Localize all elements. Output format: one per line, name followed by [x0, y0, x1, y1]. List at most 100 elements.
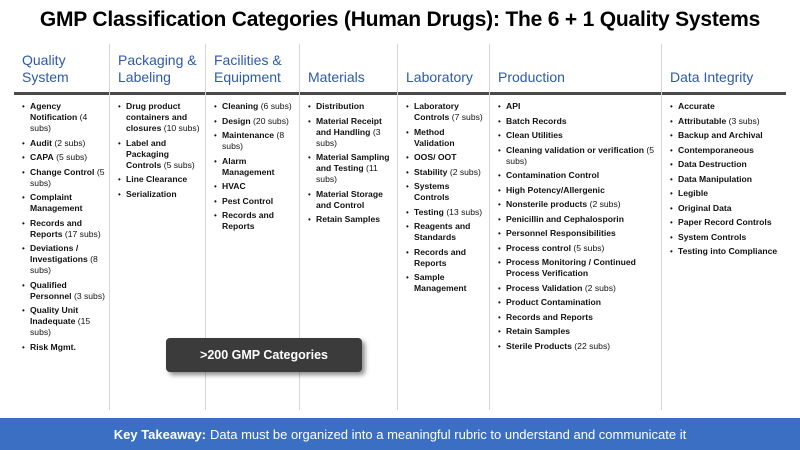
category-name: System Controls — [678, 231, 747, 242]
category-item: Product Contamination — [498, 297, 657, 308]
category-name: Reagents and Standards — [414, 221, 471, 242]
category-name: Testing into Compliance — [678, 246, 778, 256]
category-item: Deviations / Investigations (8 subs) — [22, 243, 105, 276]
category-item: Cleaning validation or verification (5 s… — [498, 145, 657, 167]
sub-count: (2 subs) — [589, 199, 621, 209]
category-name: Systems Controls — [414, 181, 450, 202]
heading-divider — [206, 92, 299, 95]
category-name: Paper Record Controls — [678, 217, 772, 227]
category-item: Alarm Management — [214, 156, 295, 178]
category-list: Drug product containers and closures (10… — [110, 95, 205, 200]
category-name: API — [506, 101, 521, 111]
category-name: Method Validation — [414, 126, 455, 148]
category-item: Retain Samples — [308, 214, 393, 225]
column-heading: Data Integrity — [670, 69, 754, 85]
heading-divider — [110, 92, 205, 95]
category-name: CAPA — [30, 152, 54, 162]
category-name: Laboratory Controls — [414, 101, 459, 122]
category-item: Agency Notification (4 subs) — [22, 101, 105, 134]
category-item: Testing (13 subs) — [406, 207, 485, 218]
sub-count: (11 subs) — [316, 163, 378, 184]
category-name: Line Clearance — [126, 174, 188, 184]
category-item: Material Storage and Control — [308, 189, 393, 211]
category-name: Penicillin and Cephalosporin — [506, 213, 624, 224]
category-name: Stability — [414, 166, 448, 177]
column-production: Production API Batch Records Clean Utilitie… — [490, 44, 662, 410]
category-item: Quality Unit Inadequate (15 subs) — [22, 305, 105, 338]
category-name: Records and Reports — [30, 217, 83, 239]
category-item: Penicillin and Cephalosporin — [498, 214, 657, 225]
category-item: Batch Records — [498, 116, 657, 127]
heading-divider — [662, 92, 786, 95]
key-takeaway-text: Data must be organized into a meaningful… — [210, 426, 687, 442]
category-name: Records and Reports — [414, 246, 467, 268]
sub-count: (3 subs) — [73, 290, 105, 301]
category-name: Cleaning — [222, 101, 259, 111]
sub-count: (2 subs) — [584, 282, 616, 293]
category-item: Cleaning (6 subs) — [214, 101, 295, 112]
category-name: Qualified Personnel — [30, 279, 72, 301]
category-name: Records and Reports — [222, 210, 275, 231]
category-name: Contamination Control — [506, 170, 600, 180]
category-item: Legible — [670, 188, 782, 199]
category-list: Agency Notification (4 subs) Audit (2 sub… — [14, 95, 109, 353]
category-item: Line Clearance — [118, 174, 201, 185]
category-item: OOS/ OOT — [406, 152, 485, 163]
sub-count: (8 subs) — [222, 130, 285, 151]
category-name: Distribution — [316, 101, 365, 111]
column-facilities-equipment: Facilities & Equipment Cleaning (6 subs) D… — [206, 44, 300, 410]
sub-count: (15 subs) — [30, 316, 91, 337]
category-name: Pest Control — [222, 195, 274, 206]
category-name: Risk Mgmt. — [30, 341, 76, 352]
category-item: Nonsterile products (2 subs) — [498, 199, 657, 210]
category-item: Sample Management — [406, 272, 485, 294]
sub-count: (6 subs) — [260, 101, 292, 111]
category-name: Retain Samples — [316, 214, 380, 224]
category-item: Method Validation — [406, 127, 485, 149]
category-item: API — [498, 101, 657, 112]
category-name: Process Validation — [506, 282, 583, 293]
sub-count: (3 subs) — [316, 126, 381, 148]
heading-divider — [14, 92, 109, 95]
category-name: Data Destruction — [678, 159, 747, 169]
column-heading: Laboratory — [406, 69, 473, 85]
category-item: Records and Reports — [498, 312, 657, 323]
category-name: Sterile Products — [506, 340, 572, 351]
category-list: Laboratory Controls (7 subs) Method Valid… — [398, 95, 489, 294]
category-item: Retain Samples — [498, 326, 657, 337]
category-name: Product Contamination — [506, 297, 602, 307]
category-name: Sample Management — [414, 272, 467, 293]
category-name: Contemporaneous — [678, 144, 754, 155]
sub-count: (7 subs) — [451, 112, 483, 122]
category-name: Personnel Responsibilities — [506, 228, 616, 238]
category-item: Process Monitoring / Continued Process V… — [498, 257, 657, 279]
category-name: Nonsterile products — [506, 199, 588, 209]
column-laboratory: Laboratory Laboratory Controls (7 subs) Me… — [398, 44, 490, 410]
category-item: Qualified Personnel (3 subs) — [22, 280, 105, 302]
category-item: HVAC — [214, 181, 295, 192]
sub-count: (17 subs) — [64, 228, 101, 239]
quality-systems-columns: Quality System Agency Notification (4 sub… — [14, 44, 786, 410]
column-heading: Production — [498, 69, 565, 85]
category-list: Distribution Material Receipt and Handlin… — [300, 95, 397, 225]
category-name: Change Control — [30, 166, 95, 177]
column-heading: Quality System — [22, 52, 69, 85]
category-name: Serialization — [126, 188, 177, 199]
heading-divider — [490, 92, 661, 95]
sub-count: (2 subs) — [54, 137, 86, 148]
category-name: Audit — [30, 137, 52, 148]
category-name: Drug product containers and closures — [126, 101, 188, 133]
category-name: Alarm Management — [222, 155, 275, 177]
category-name: High Potency/Allergenic — [506, 184, 605, 195]
category-list: Accurate Attributable (3 subs) Backup and … — [662, 95, 786, 257]
category-item: Process Validation (2 subs) — [498, 283, 657, 294]
sub-count: (5 subs) — [573, 242, 605, 253]
sub-count: (5 subs) — [163, 159, 195, 170]
sub-count: (4 subs) — [30, 112, 88, 133]
column-data-integrity: Data Integrity Accurate Attributable (3 su… — [662, 44, 786, 410]
category-item: Process control (5 subs) — [498, 243, 657, 254]
category-item: Records and Reports — [406, 247, 485, 269]
category-item: Data Destruction — [670, 159, 782, 170]
category-name: Material Sampling and Testing — [316, 152, 390, 173]
category-item: Material Receipt and Handling (3 subs) — [308, 116, 393, 149]
